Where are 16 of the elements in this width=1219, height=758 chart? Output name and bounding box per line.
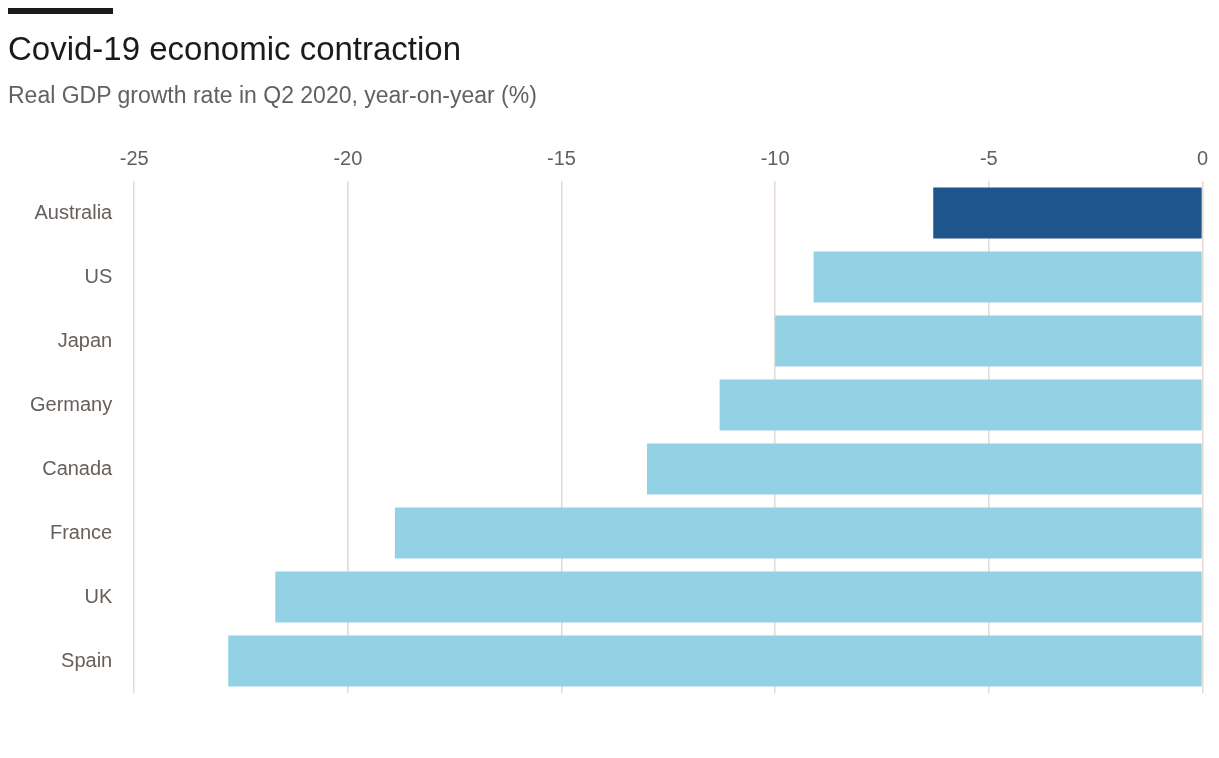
y-tick-label: Spain bbox=[61, 648, 113, 671]
y-tick-label: Australia bbox=[34, 200, 114, 223]
chart-title: Covid-19 economic contraction bbox=[8, 30, 463, 68]
y-tick-label: France bbox=[50, 520, 113, 543]
x-tick-label: -20 bbox=[333, 146, 363, 169]
y-tick-label: UK bbox=[84, 584, 113, 607]
chart-subtitle: Real GDP growth rate in Q2 2020, year-on-year (%) bbox=[8, 82, 538, 109]
x-tick-label: -15 bbox=[547, 146, 576, 169]
x-tick-label: -10 bbox=[760, 146, 790, 169]
y-tick-label: Germany bbox=[30, 392, 113, 415]
x-tick-label: -25 bbox=[119, 146, 149, 169]
y-tick-label: US bbox=[84, 264, 113, 287]
y-tick-label: Canada bbox=[42, 456, 114, 479]
x-tick-label: 0 bbox=[1196, 146, 1208, 169]
y-tick-label: Japan bbox=[57, 328, 113, 351]
x-tick-label: -5 bbox=[979, 146, 998, 169]
